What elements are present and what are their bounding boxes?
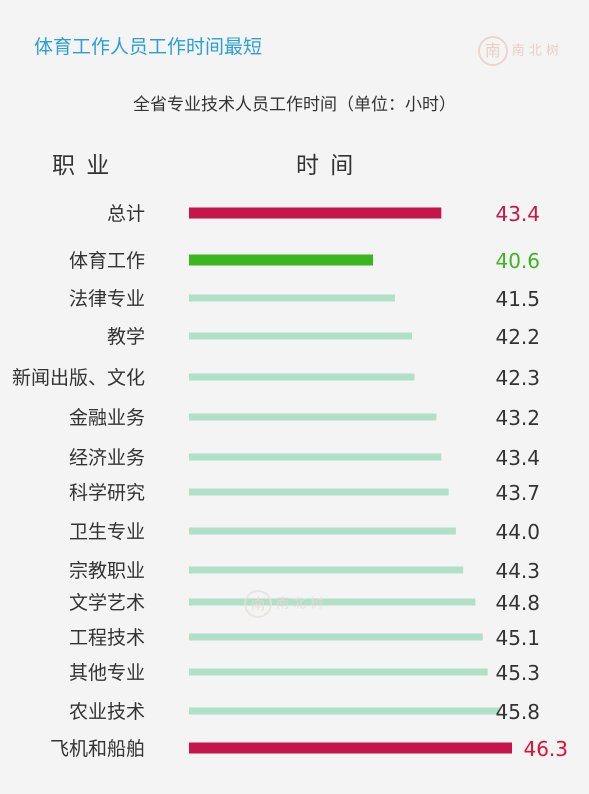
value-label: 45.1 [495, 626, 540, 650]
value-label: 45.8 [495, 700, 540, 724]
value-label: 40.6 [495, 249, 540, 273]
value-label: 43.4 [495, 202, 540, 226]
bar [189, 742, 512, 754]
column-header-job: 职 业 [52, 153, 112, 179]
bar [189, 566, 464, 574]
category-label: 文学艺术 [69, 592, 145, 614]
value-label: 44.3 [495, 559, 540, 583]
watermark-seal-icon: 南 [244, 590, 272, 618]
bar [189, 707, 500, 715]
bar [189, 254, 373, 266]
bar [189, 294, 395, 302]
brand-logo: 南南 北 树 [477, 36, 559, 66]
value-label: 42.3 [495, 366, 540, 390]
bar [189, 668, 488, 676]
category-label: 科学研究 [69, 482, 145, 504]
category-label: 金融业务 [69, 407, 145, 429]
bar [189, 598, 476, 606]
category-label: 卫生专业 [69, 521, 145, 543]
value-label: 44.8 [495, 591, 540, 615]
value-label: 41.5 [495, 287, 540, 311]
value-label: 46.3 [523, 737, 568, 761]
page-title: 体育工作人员工作时间最短 [34, 36, 263, 58]
category-label: 宗教职业 [69, 560, 145, 582]
category-label: 农业技术 [69, 701, 145, 723]
column-header-time: 时 间 [296, 153, 356, 179]
category-label: 经济业务 [69, 447, 145, 469]
bar [189, 527, 456, 535]
category-label: 工程技术 [69, 627, 145, 649]
bar [189, 332, 413, 340]
value-label: 43.2 [495, 406, 540, 430]
category-label: 教学 [107, 326, 145, 348]
bar [189, 453, 442, 461]
value-label: 43.4 [495, 446, 540, 470]
watermark: 南南 北 树 [244, 590, 323, 618]
value-label: 45.3 [495, 661, 540, 685]
value-label: 42.2 [495, 325, 540, 349]
category-label: 新闻出版、文化 [12, 367, 145, 389]
bar [189, 488, 449, 496]
value-label: 43.7 [495, 481, 540, 505]
category-label: 法律专业 [69, 288, 145, 310]
bar [189, 373, 415, 381]
category-label: 其他专业 [69, 662, 145, 684]
seal-icon: 南 [477, 36, 508, 66]
category-label: 总计 [107, 203, 145, 225]
bar [189, 413, 437, 421]
value-label: 44.0 [495, 520, 540, 544]
bar [189, 633, 483, 641]
category-label: 飞机和船舶 [50, 738, 145, 760]
category-label: 体育工作 [69, 250, 145, 272]
chart-subtitle: 全省专业技术人员工作时间（单位：小时） [133, 95, 456, 115]
bar [189, 207, 442, 219]
